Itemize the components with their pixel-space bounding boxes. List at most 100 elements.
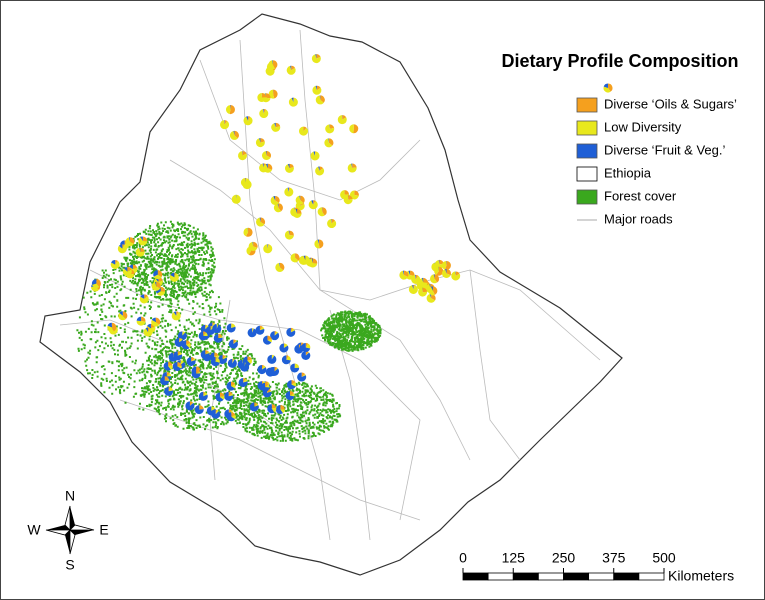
site-pie (287, 380, 297, 390)
pie-slice (290, 363, 300, 373)
pie-slice (156, 291, 166, 296)
site-pie (238, 377, 248, 387)
pie-slice (266, 151, 272, 158)
pie-slice (433, 274, 435, 279)
pie-slice (354, 190, 359, 196)
pie-slice (262, 109, 264, 114)
legend-label: Diverse ‘Oils & Sugars’ (604, 96, 737, 111)
pie-slice (313, 200, 316, 205)
site-pie (349, 190, 359, 200)
pie-slice (267, 404, 275, 414)
site-pie (163, 361, 173, 371)
site-pie (399, 270, 409, 280)
pie-slice (267, 163, 273, 170)
site-pie (118, 311, 128, 321)
compass-east: E (99, 522, 108, 538)
pie-slice (317, 239, 319, 244)
pie-slice (177, 362, 182, 367)
pie-slice (279, 262, 280, 268)
pie-slice (260, 217, 266, 225)
site-pie (426, 293, 436, 303)
pie-slice (157, 270, 163, 277)
pie-slice (286, 355, 289, 360)
pie-slice (418, 277, 428, 287)
pie-slice (151, 281, 161, 291)
pie-slice (319, 166, 324, 171)
site-pie (284, 187, 294, 197)
pie-slice (142, 236, 148, 242)
pie-slice (271, 407, 277, 413)
pie-slice (96, 279, 101, 287)
pie-slice (135, 247, 145, 257)
pie-slice (110, 260, 120, 269)
pie-slice (203, 331, 207, 336)
pie-slice (228, 393, 234, 397)
pie-slice (198, 331, 208, 341)
pie-slice (117, 244, 127, 254)
pie-slice (233, 339, 237, 345)
pie-slice (107, 322, 112, 328)
pie-slice (408, 285, 418, 294)
pie-slice (140, 294, 145, 299)
pie-slice (139, 296, 149, 304)
site-pie (308, 200, 318, 210)
pie-slice (211, 406, 216, 411)
pie-slice (287, 163, 290, 169)
pie-slice (349, 190, 359, 200)
scale-tick-label: 250 (552, 550, 576, 566)
pie-slice (352, 163, 357, 169)
pie-slice (327, 219, 337, 229)
site-pie (237, 151, 247, 161)
pie-slice (259, 325, 263, 331)
pie-slice (257, 365, 267, 375)
pie-slice (423, 277, 428, 283)
pie-slice (300, 255, 310, 265)
pie-slice (191, 356, 195, 362)
site-pie (286, 327, 296, 337)
pie-slice (268, 60, 276, 70)
pie-slice (164, 379, 170, 381)
pie-slice (189, 402, 194, 406)
pie-slice (259, 138, 261, 143)
pie-slice (151, 319, 160, 327)
site-pie (210, 357, 220, 367)
pie-slice (218, 354, 228, 364)
pie-slice (431, 293, 436, 301)
pie-slice (324, 138, 333, 148)
pie-slice (177, 352, 182, 356)
site-pie (295, 195, 305, 205)
site-pie (231, 194, 241, 204)
site-pie (324, 138, 334, 148)
pie-slice (315, 54, 317, 59)
pie-slice (434, 274, 440, 283)
pie-slice (233, 340, 237, 345)
pie-slice (316, 85, 321, 91)
pie-slice (308, 200, 318, 210)
pie-slice (174, 272, 176, 278)
pie-slice (299, 195, 301, 201)
pie-slice (150, 323, 156, 329)
pie-slice (218, 333, 223, 339)
site-pie (310, 151, 320, 161)
site-pie (110, 259, 120, 269)
pie-slice (198, 391, 208, 401)
site-pie (153, 270, 163, 280)
pie-slice (274, 366, 278, 372)
pie-slice (325, 124, 335, 134)
scale-segment (638, 572, 665, 581)
pie-slice (286, 327, 296, 337)
pie-slice (173, 311, 177, 316)
site-pie (299, 126, 309, 136)
road (469, 269, 521, 461)
pie-slice (228, 339, 238, 349)
scale-tick-label: 375 (602, 550, 626, 566)
pie-slice (286, 355, 291, 361)
pie-slice (174, 337, 184, 347)
road (119, 399, 421, 521)
pie-slice (173, 351, 183, 361)
pie-slice (283, 343, 285, 348)
pie-slice (261, 365, 264, 370)
site-pie (226, 323, 236, 333)
pie-slice (267, 390, 272, 393)
pie-slice (212, 322, 216, 328)
